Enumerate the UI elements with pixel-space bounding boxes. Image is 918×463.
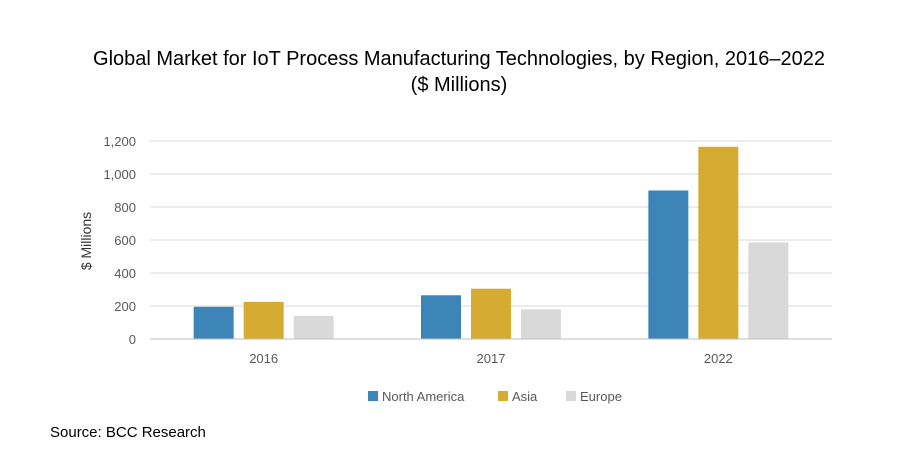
bar-europe-2017	[521, 309, 561, 339]
x-tick-label: 2017	[477, 351, 506, 366]
y-axis: 0 200 400 600 800 1,000 1,200	[103, 134, 136, 347]
bar-asia-2016	[243, 301, 284, 339]
chart-title: Global Market for IoT Process Manufactur…	[0, 46, 918, 98]
y-tick-label: 200	[114, 299, 136, 314]
bar-europe-2016	[293, 315, 334, 339]
y-tick-label: 1,200	[103, 134, 136, 149]
y-tick-label: 1,000	[103, 167, 136, 182]
chart-subtitle: ($ Millions)	[410, 74, 508, 96]
bars	[193, 146, 789, 339]
bar-north-america-2016	[193, 306, 234, 339]
bar-north-america-2017	[421, 295, 461, 339]
x-tick-label: 2022	[704, 351, 733, 366]
legend-label-north-america: North America	[382, 389, 465, 404]
y-tick-label: 600	[114, 233, 136, 248]
chart-title-main: Global Market for IoT Process Manufactur…	[93, 48, 825, 70]
x-axis: 2016 2017 2022	[150, 338, 832, 366]
y-axis-label: $ Millions	[78, 212, 94, 270]
legend: North America Asia Europe	[368, 389, 622, 404]
y-tick-label: 400	[114, 266, 136, 281]
legend-swatch-europe	[566, 391, 576, 401]
legend-label-europe: Europe	[580, 389, 622, 404]
bar-north-america-2022	[648, 190, 689, 339]
legend-swatch-north-america	[368, 391, 378, 401]
legend-swatch-asia	[498, 391, 508, 401]
bar-asia-2017	[471, 288, 511, 339]
y-tick-label: 800	[114, 200, 136, 215]
x-tick-label: 2016	[249, 351, 278, 366]
bar-europe-2022	[748, 242, 789, 339]
y-tick-label: 0	[129, 332, 136, 347]
bar-asia-2022	[698, 146, 739, 339]
legend-label-asia: Asia	[512, 389, 538, 404]
source-note: Source: BCC Research	[50, 424, 206, 441]
